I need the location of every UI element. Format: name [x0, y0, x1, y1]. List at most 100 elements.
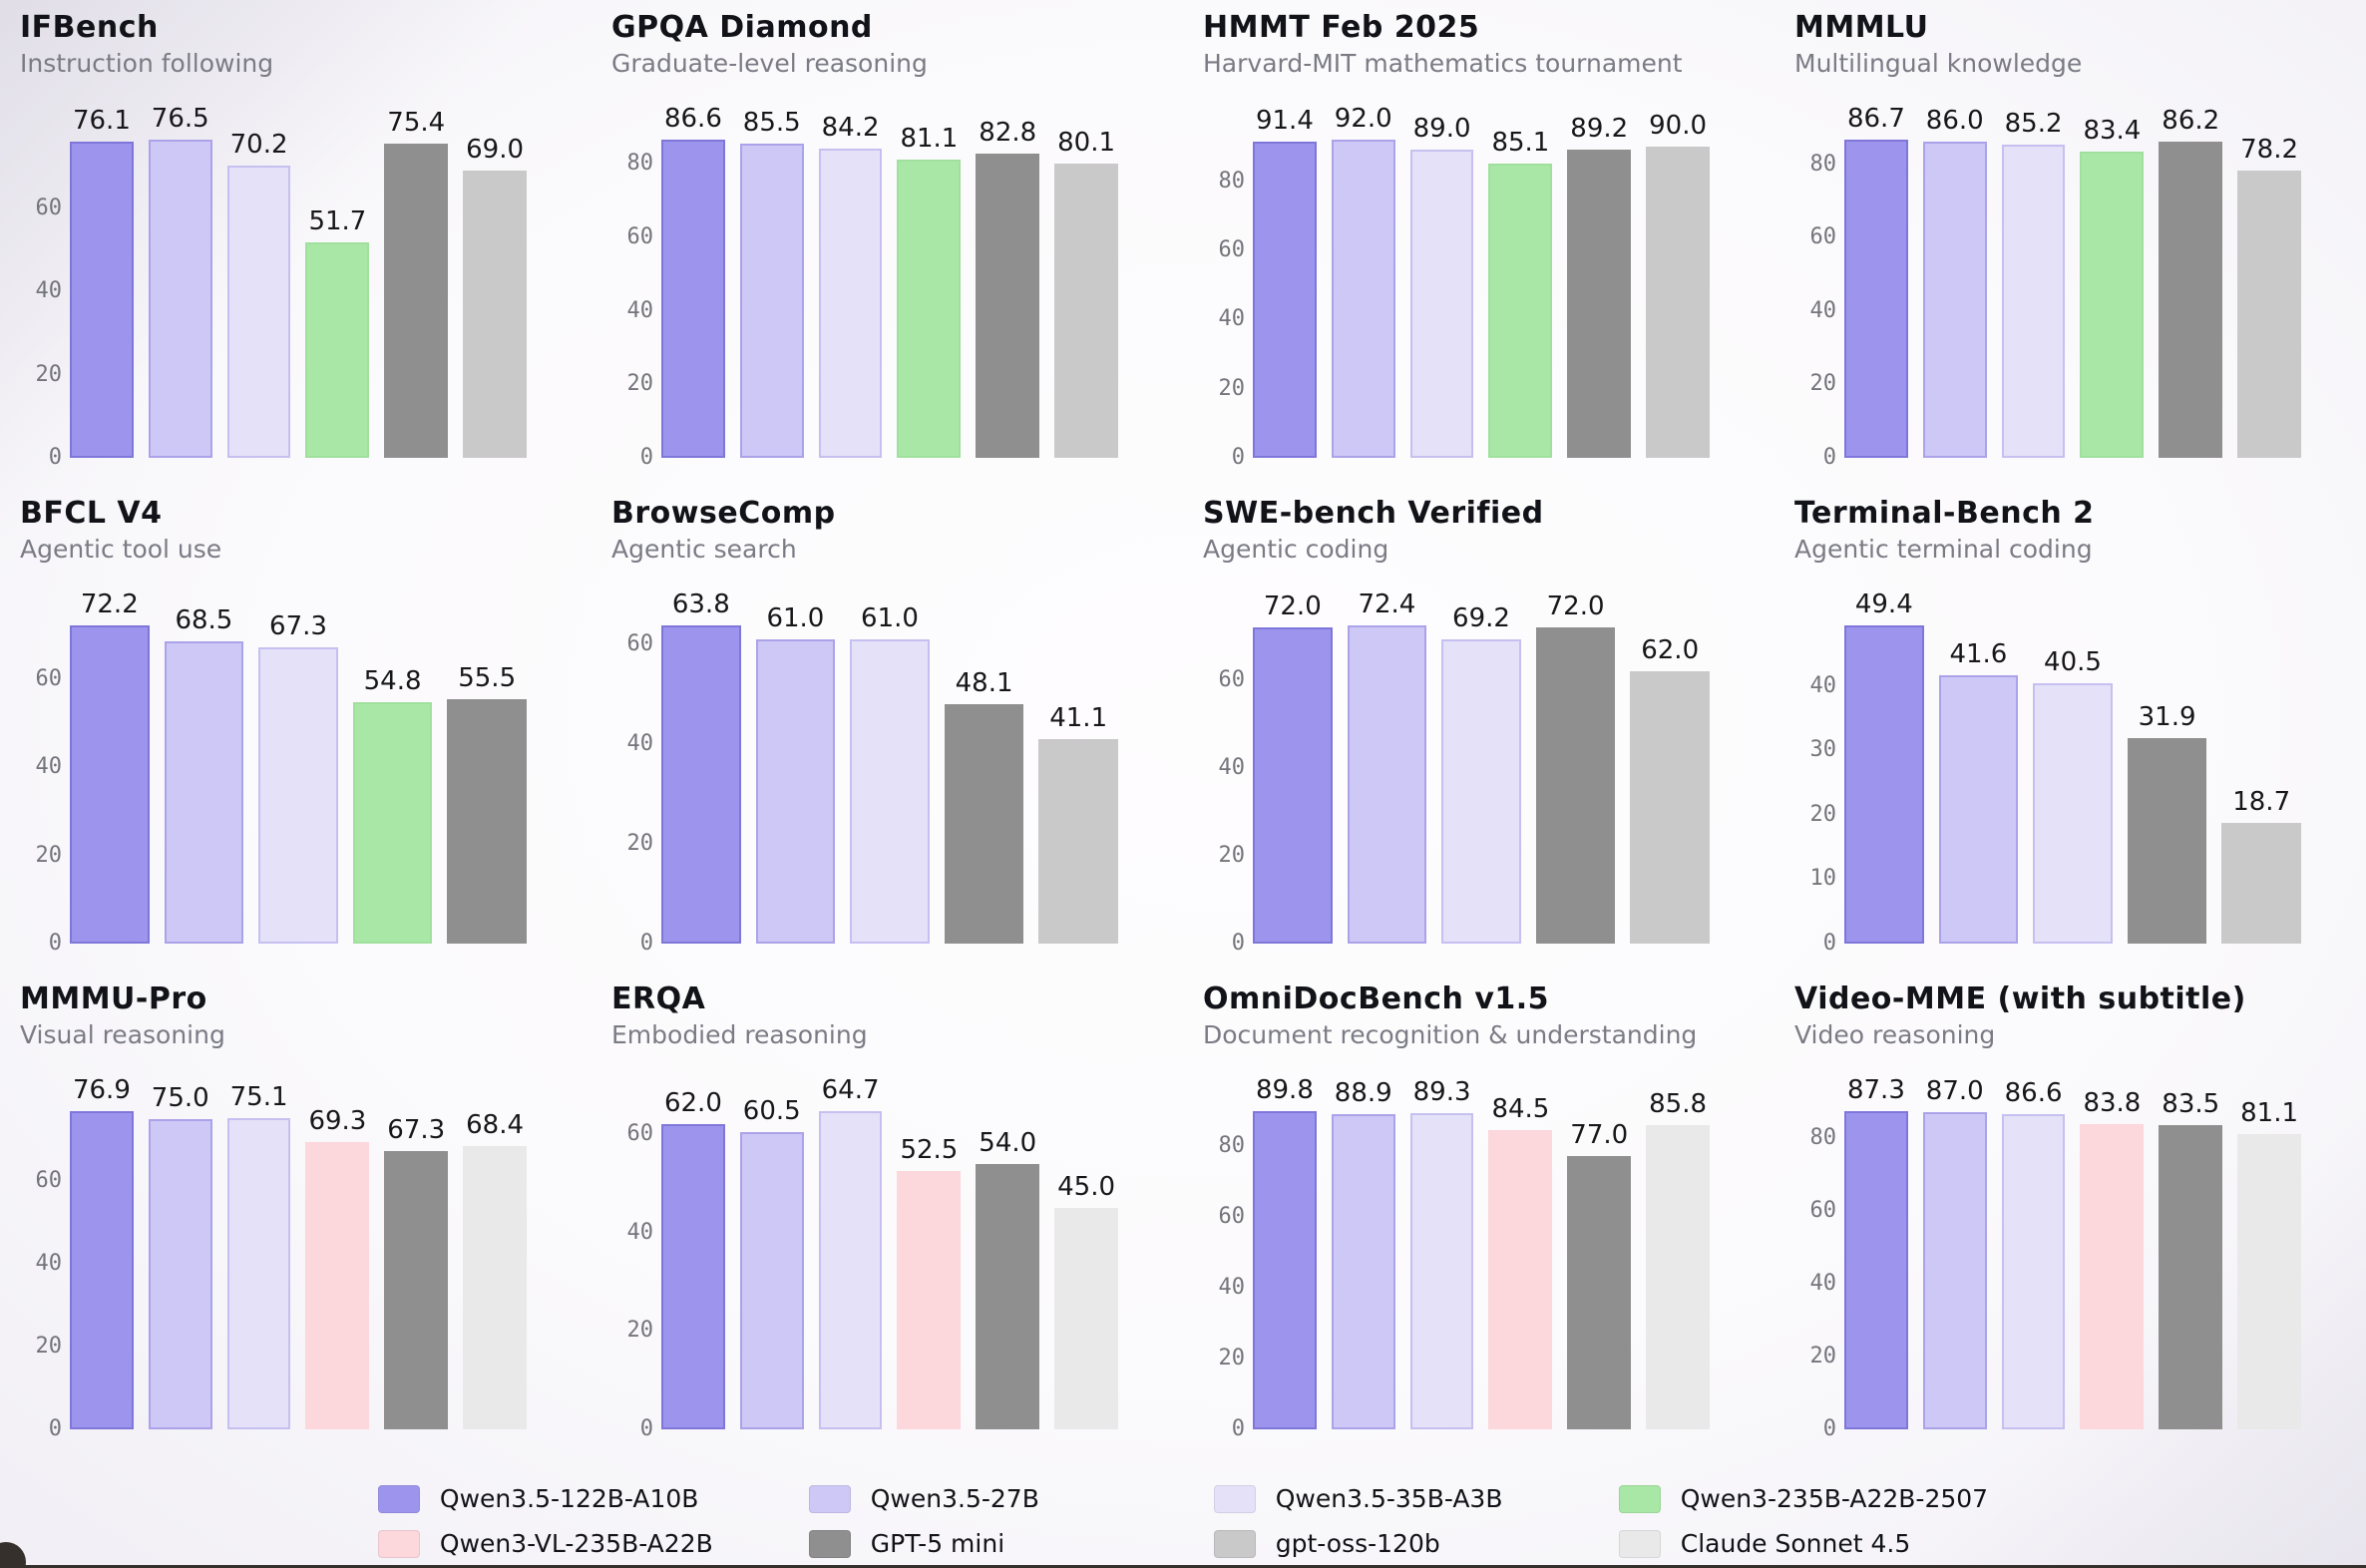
bar-slot-qwen3-235b-a22b-2507: 54.8 [352, 666, 433, 944]
bar-slot-gpt-oss-120b: 90.0 [1646, 111, 1710, 458]
bar-claude-sonnet-4-5 [2237, 1133, 2301, 1429]
chart-title: IFBench [20, 10, 159, 45]
plot-area: 0 20 40 60 80 89.8 88.9 89.3 84.5 77.0 85.8 [1203, 1075, 1762, 1440]
bar-slot-claude-sonnet-4-5: 45.0 [1054, 1172, 1118, 1429]
bars-group: 63.8 61.0 61.0 48.1 41.1 [661, 589, 1170, 944]
chart-subtitle: Video reasoning [1794, 1020, 1996, 1049]
legend-label: Claude Sonnet 4.5 [1680, 1529, 1911, 1558]
bar-slot-qwen3-5-27b: 61.0 [755, 603, 836, 944]
bar-slot-claude-sonnet-4-5: 85.8 [1646, 1089, 1710, 1429]
chart-subtitle: Visual reasoning [20, 1020, 225, 1049]
bar-value-label: 86.6 [663, 103, 722, 134]
bar-gpt-5-mini [1567, 149, 1632, 458]
bar-slot-qwen3-5-27b: 86.0 [1922, 106, 1987, 458]
bar-slot-gpt-5-mini: 83.5 [2159, 1088, 2223, 1429]
bottom-edge-line [0, 1565, 2366, 1568]
bar-slot-gpt-oss-120b: 78.2 [2237, 135, 2301, 458]
bar-slot-qwen3-5-35b-a3b: 85.2 [2001, 109, 2066, 458]
y-axis: 0 10 20 30 40 [1794, 609, 1844, 954]
y-tick-label: 60 [1218, 1203, 1246, 1229]
plot-area: 0 20 40 60 72.2 68.5 67.3 54.8 55.5 [20, 589, 579, 955]
bar-qwen3-5-35b-a3b [258, 646, 338, 944]
bar-slot-qwen3-5-35b-a3b: 84.2 [818, 113, 883, 458]
bar-qwen3-5-27b [1331, 139, 1395, 458]
bar-slot-qwen3-5-122b-a10b: 91.4 [1253, 106, 1317, 458]
bar-value-label: 84.5 [1491, 1093, 1550, 1124]
bar-gpt-oss-120b [1630, 670, 1710, 944]
bar-slot-gpt-oss-120b: 80.1 [1054, 128, 1118, 458]
y-tick-label: 40 [626, 731, 654, 756]
chart-title: SWE-bench Verified [1203, 496, 1544, 531]
legend-item-gpt-5-mini: GPT-5 mini [808, 1529, 1118, 1558]
chart-subtitle: Agentic search [611, 535, 797, 564]
bar-qwen3-5-122b-a10b [1844, 139, 1908, 458]
bar-value-label: 83.5 [2162, 1088, 2220, 1119]
bar-gpt-5-mini [976, 153, 1040, 458]
bar-gpt-oss-120b [1038, 738, 1118, 944]
bar-value-label: 76.5 [151, 103, 209, 134]
bar-value-label: 75.4 [387, 108, 446, 139]
legend: Qwen3.5-122B-A10B Qwen3.5-27B Qwen3.5-35B-… [0, 1484, 2366, 1558]
y-tick-label: 80 [626, 151, 654, 177]
bar-value-label: 83.4 [2083, 115, 2142, 146]
bar-slot-qwen3-5-35b-a3b: 64.7 [818, 1075, 883, 1429]
legend-swatch [377, 1484, 420, 1513]
y-tick-label: 80 [1218, 1132, 1246, 1158]
bar-value-label: 92.0 [1334, 103, 1392, 134]
legend-label: GPT-5 mini [870, 1529, 1005, 1558]
bar-value-label: 63.8 [671, 589, 730, 619]
bar-value-label: 85.1 [1491, 127, 1550, 158]
bar-qwen3-5-27b [164, 641, 244, 944]
y-tick-label: 40 [1218, 306, 1246, 332]
bar-gpt-oss-120b [2237, 171, 2301, 458]
bar-qwen3-5-35b-a3b [818, 1110, 883, 1429]
y-tick-label: 20 [1218, 375, 1246, 401]
y-tick-label: 30 [1809, 737, 1837, 763]
bar-value-label: 86.6 [2004, 1077, 2063, 1108]
bar-gpt-5-mini [2159, 141, 2223, 458]
bar-value-label: 89.2 [1570, 113, 1629, 144]
legend-swatch [1213, 1529, 1256, 1558]
y-tick-label: 20 [626, 371, 654, 397]
bar-value-label: 49.4 [1854, 589, 1913, 620]
bar-slot-qwen3-5-35b-a3b: 86.6 [2001, 1077, 2066, 1429]
y-tick-label: 0 [639, 445, 653, 470]
bar-qwen3-5-122b-a10b [1844, 625, 1924, 944]
bar-slot-qwen3-5-122b-a10b: 76.9 [70, 1075, 134, 1429]
y-axis: 0 20 40 60 [20, 124, 70, 468]
bar-value-label: 70.2 [229, 130, 288, 161]
bar-value-label: 86.2 [2162, 105, 2220, 136]
y-axis: 0 20 40 60 [20, 1095, 70, 1439]
bar-value-label: 89.8 [1255, 1075, 1314, 1105]
bar-value-label: 75.0 [151, 1082, 209, 1113]
y-tick-label: 40 [1809, 297, 1837, 323]
legend-label: Qwen3-235B-A22B-2507 [1680, 1484, 1989, 1513]
bar-qwen3-5-122b-a10b [1253, 142, 1317, 458]
bar-value-label: 88.9 [1334, 1078, 1392, 1109]
bar-qwen3-5-27b [755, 639, 836, 944]
y-axis: 0 20 40 60 [1203, 609, 1253, 954]
y-tick-label: 40 [626, 297, 654, 323]
bar-qwen3-235b-a22b-2507 [352, 701, 433, 944]
y-tick-label: 40 [1809, 1270, 1837, 1296]
plot-area: 0 20 40 60 80 86.6 85.5 84.2 81.1 82.8 80.1 [611, 104, 1170, 469]
y-tick-label: 60 [1809, 224, 1837, 250]
chart-title: HMMT Feb 2025 [1203, 10, 1480, 45]
legend-item-gpt-oss-120b: gpt-oss-120b [1213, 1529, 1523, 1558]
bar-value-label: 72.4 [1358, 588, 1416, 619]
bars-group: 72.0 72.4 69.2 72.0 62.0 [1253, 589, 1762, 944]
y-tick-label: 20 [1809, 801, 1837, 827]
bar-qwen3-5-122b-a10b [1844, 1111, 1908, 1429]
chart-title: Video-MME (with subtitle) [1794, 981, 2246, 1016]
bar-qwen3-vl-235b-a22b [2080, 1123, 2145, 1429]
chart-terminal-bench-2: Terminal-Bench 2 Agentic terminal coding 0… [1774, 496, 2353, 981]
bar-slot-qwen3-vl-235b-a22b: 83.8 [2080, 1088, 2145, 1429]
bar-value-label: 81.1 [900, 124, 959, 155]
bar-slot-gpt-5-mini: 67.3 [384, 1115, 449, 1429]
bar-slot-qwen3-5-122b-a10b: 62.0 [661, 1088, 725, 1429]
y-tick-label: 20 [626, 1318, 654, 1344]
bar-value-label: 76.9 [72, 1074, 131, 1105]
y-tick-label: 40 [626, 1219, 654, 1245]
bar-slot-gpt-5-mini: 54.0 [976, 1128, 1040, 1429]
bar-value-label: 86.0 [1925, 106, 1984, 137]
